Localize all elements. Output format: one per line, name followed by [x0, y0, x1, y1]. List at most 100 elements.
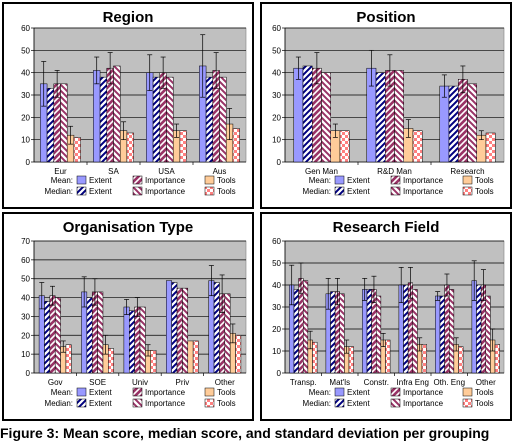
bar-extent-mean — [166, 280, 172, 374]
bar-importance-median — [219, 76, 227, 163]
bar-extent-median — [171, 282, 178, 374]
bar-importance-mean — [176, 287, 183, 374]
legend-swatch-tools-mean — [204, 387, 215, 397]
legend-item-importance-mean: Importance — [403, 388, 444, 397]
y-tick-label: 0 — [277, 369, 282, 378]
bar-tools-median — [73, 137, 81, 163]
bar-importance-median — [113, 65, 121, 163]
legend-swatch-importance-mean — [132, 387, 143, 397]
y-tick-label: 40 — [272, 281, 281, 290]
legend-swatch-tools-median — [204, 186, 215, 196]
bar-tools-median — [312, 341, 318, 374]
legend-swatch-tools-median — [204, 398, 215, 408]
bar-importance-median — [376, 295, 382, 374]
legend-swatch-tools-median — [462, 186, 473, 196]
bar-tools-median — [348, 346, 354, 374]
x-tick-label: Research — [450, 167, 484, 176]
bar-importance-median — [97, 291, 104, 374]
y-tick-label: 20 — [21, 331, 30, 340]
x-tick-label: SOE — [89, 378, 106, 387]
bar-tools-median — [232, 128, 240, 163]
legend-item-extent-median: Extent — [89, 399, 112, 408]
legend-swatch-extent-median — [76, 398, 87, 408]
y-tick-label: 20 — [272, 325, 281, 334]
chart-panel-4: Research Field 0 10 20 30 40 50 60 Transp. Mat'ls… — [260, 212, 512, 421]
bar-tools-median — [108, 348, 114, 374]
bar-importance-median — [139, 306, 146, 374]
legend-median-label: Median: — [303, 399, 331, 408]
bar-tools-mean — [187, 340, 194, 374]
x-tick-label: Mat'ls — [329, 378, 350, 387]
legend-item-tools-median: Tools — [475, 187, 494, 196]
bar-extent-mean — [362, 289, 368, 374]
figure-caption: Figure 3: Mean score, median score, and … — [0, 425, 490, 441]
bar-extent-median — [403, 284, 409, 374]
x-tick-label: Priv — [176, 378, 190, 387]
x-tick-label: Eur — [54, 167, 67, 176]
x-tick-label: Other — [476, 378, 496, 387]
legend-swatch-importance-mean — [390, 175, 401, 185]
x-tick-label: Univ — [132, 378, 148, 387]
bar-extent-mean — [435, 295, 441, 374]
bar-importance-median — [394, 70, 404, 163]
legend-median-label: Median: — [303, 187, 331, 196]
bar-importance-median — [339, 293, 345, 374]
bar-extent-median — [366, 289, 372, 374]
y-tick-label: 30 — [272, 91, 281, 100]
x-tick-label: Constr. — [364, 378, 389, 387]
bar-tools-median — [485, 132, 496, 163]
x-tick-label: Oth. Eng — [433, 378, 465, 387]
bar-importance-mean — [444, 284, 450, 374]
legend-item-tools-mean: Tools — [217, 388, 236, 397]
x-tick-label: USA — [158, 167, 175, 176]
legend-mean-label: Mean: — [51, 176, 73, 185]
y-tick-label: 50 — [21, 275, 30, 284]
bar-extent-median — [213, 282, 220, 374]
x-tick-label: Other — [215, 378, 235, 387]
y-tick-label: 20 — [21, 113, 30, 122]
legend-item-importance-mean: Importance — [145, 176, 186, 185]
bar-importance-mean — [49, 295, 56, 374]
chart-panel-2: Position 0 10 20 30 40 50 60 Gen Man R&D Man Resea… — [260, 2, 512, 209]
legend-swatch-extent-median — [76, 186, 87, 196]
legend-item-extent-mean: Extent — [89, 176, 112, 185]
bar-tools-median — [126, 132, 134, 163]
y-tick-label: 30 — [21, 91, 30, 100]
legend-mean-label: Mean: — [51, 388, 73, 397]
legend-item-extent-median: Extent — [347, 187, 370, 196]
legend-swatch-importance-median — [390, 398, 401, 408]
y-tick-label: 10 — [272, 136, 281, 145]
bar-extent-mean — [123, 306, 130, 374]
bar-tools-median — [179, 130, 187, 163]
bar-importance-median — [54, 297, 61, 374]
bar-tools-median — [339, 130, 350, 163]
y-tick-label: 70 — [21, 237, 30, 246]
bar-extent-mean — [293, 67, 304, 163]
bar-importance-median — [60, 83, 68, 163]
y-tick-label: 50 — [272, 259, 281, 268]
y-tick-label: 40 — [272, 69, 281, 78]
legend-item-tools-mean: Tools — [475, 176, 494, 185]
legend-swatch-importance-median — [390, 186, 401, 196]
legend-item-importance-median: Importance — [145, 187, 186, 196]
legend-item-extent-mean: Extent — [347, 176, 370, 185]
chart-panel-3: Organisation Type 0 10 20 30 40 50 60 70 Gov SOE Un… — [2, 212, 254, 421]
bar-extent-median — [439, 295, 445, 374]
legend-item-extent-mean: Extent — [347, 388, 370, 397]
legend-item-tools-mean: Tools — [475, 388, 494, 397]
y-tick-label: 60 — [272, 237, 281, 246]
bar-extent-median — [129, 310, 135, 374]
legend-median-label: Median: — [45, 187, 73, 196]
y-tick-label: 60 — [21, 256, 30, 265]
chart-title: Organisation Type — [63, 219, 194, 236]
legend-swatch-tools-mean — [462, 175, 473, 185]
y-tick-label: 40 — [21, 69, 30, 78]
legend-swatch-importance-median — [132, 186, 143, 196]
legend-item-extent-mean: Extent — [89, 388, 112, 397]
bar-extent-median — [302, 65, 313, 163]
y-tick-label: 30 — [21, 312, 30, 321]
legend-item-tools-median: Tools — [217, 187, 236, 196]
legend-item-extent-median: Extent — [89, 187, 112, 196]
legend-swatch-extent-mean — [334, 387, 345, 397]
bar-extent-median — [375, 72, 386, 163]
